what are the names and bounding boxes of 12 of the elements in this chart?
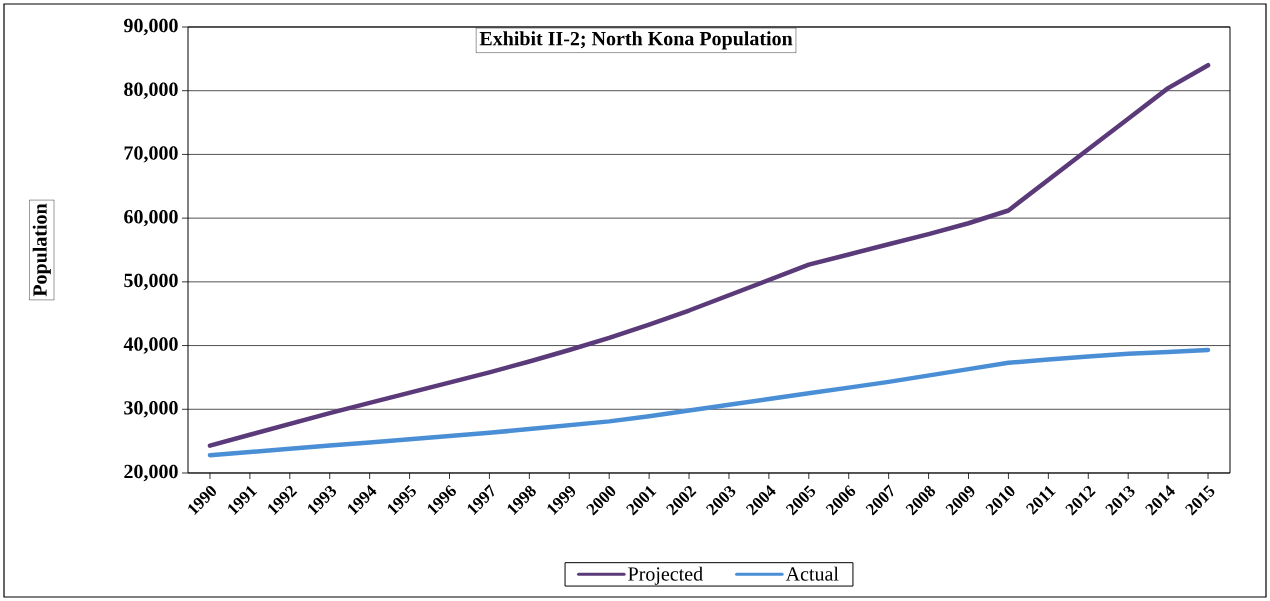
chart-title: Exhibit II-2; North Kona Population bbox=[479, 31, 793, 50]
legend-label: Actual bbox=[785, 566, 839, 581]
y-axis-title: Population bbox=[32, 203, 51, 297]
y-tick-label: 70,000 bbox=[124, 146, 178, 163]
y-tick-label: 60,000 bbox=[124, 209, 178, 227]
y-tick-label: 50,000 bbox=[124, 273, 178, 291]
y-tick-label: 80,000 bbox=[124, 82, 178, 99]
legend-label: Projected bbox=[628, 566, 703, 585]
y-tick-label: 20,000 bbox=[124, 464, 178, 482]
y-tick-label: 90,000 bbox=[124, 18, 178, 36]
y-tick-label: 40,000 bbox=[123, 337, 178, 354]
y-tick-label: 30,000 bbox=[124, 401, 178, 418]
